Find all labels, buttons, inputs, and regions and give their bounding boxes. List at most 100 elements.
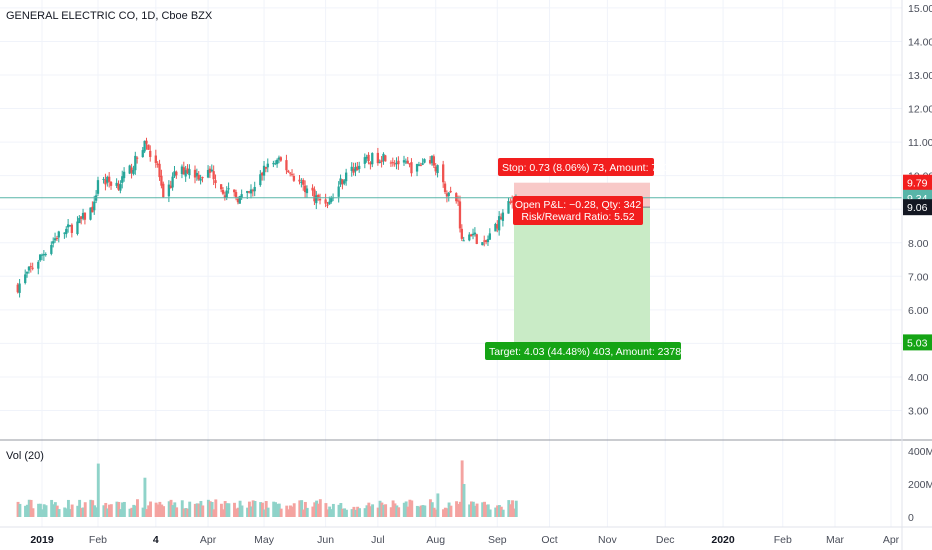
target-price-tag: 5.03 [903, 334, 932, 351]
entry-price-tag-bg [903, 199, 932, 216]
candle-body [240, 194, 243, 198]
stop-price-tag-bg [903, 174, 932, 191]
candle-body [219, 184, 223, 190]
volume-bar [481, 502, 485, 517]
price-tick-label: 7.00 [908, 271, 929, 283]
stop-label-text: Stop: 0.73 (8.06%) 73, Amount: 750.34 [502, 162, 684, 174]
volume-bar [156, 504, 160, 517]
candle-body [91, 206, 94, 213]
candle-body [290, 174, 294, 176]
candle-body [475, 234, 478, 244]
candle-body [460, 228, 463, 239]
volume-bar [458, 501, 462, 517]
candle-body [193, 169, 197, 178]
volume-bar [511, 500, 514, 517]
candle-body [507, 201, 510, 214]
candle-body [233, 189, 236, 193]
candle-body [130, 167, 133, 173]
volume-bar [279, 508, 283, 517]
candle-body [473, 232, 477, 235]
candle-body [121, 176, 124, 183]
volume-bar [219, 503, 223, 517]
volume-bar [305, 507, 309, 517]
candle-body [115, 182, 118, 186]
candle-body [384, 155, 387, 162]
candle-body [445, 193, 449, 197]
volume-bar [318, 499, 322, 517]
candle-body [134, 155, 137, 171]
time-tick-label: 2020 [711, 534, 735, 546]
candle-body [417, 164, 421, 166]
candle-body [65, 228, 68, 235]
candle-body [292, 176, 296, 181]
volume-bar [462, 484, 466, 517]
candle-body [428, 160, 432, 164]
volume-bar [167, 501, 171, 517]
candle-body [57, 231, 60, 238]
volume-bar [274, 502, 277, 517]
candle-body [367, 154, 370, 161]
volume-bar [29, 499, 33, 517]
entry-price-tag-text: 9.06 [907, 202, 928, 214]
time-tick-label: 2019 [30, 534, 54, 546]
volume-bar [421, 505, 425, 517]
volume-bar [315, 500, 319, 517]
volume-bar [147, 505, 151, 517]
volume-bar [121, 502, 124, 517]
volume-bar [404, 501, 408, 517]
volume-bar [337, 504, 341, 517]
stop-label[interactable]: Stop: 0.73 (8.06%) 73, Amount: 750.34 [498, 158, 684, 176]
volume-bar [352, 506, 356, 517]
time-axis[interactable]: 2019 Feb 4 Apr May Jun Jul Aug Sep Oct Nov Dec 2020 F… [30, 534, 899, 546]
volume-bar [371, 504, 375, 517]
target-label[interactable]: Target: 4.03 (44.48%) 403, Amount: 2378.… [485, 342, 696, 360]
candle-body [432, 156, 435, 166]
volume-bar [395, 505, 399, 517]
volume-bar [173, 502, 177, 517]
volume-label: Vol (20) [6, 450, 44, 462]
volume-bar [326, 509, 330, 517]
pnl-label-bg [513, 196, 643, 225]
candle-body [214, 180, 217, 184]
price-tick-label: 4.00 [908, 372, 929, 384]
candle-body [264, 167, 268, 169]
volume-bar [24, 505, 27, 517]
pnl-label[interactable]: Open P&L: −0.28, Qty: 342 Risk/Reward Ra… [513, 196, 643, 225]
volume-bar [272, 501, 276, 517]
vol-tick-0: 0 [908, 512, 914, 524]
volume-bar [66, 499, 70, 517]
volume-bar [292, 503, 296, 517]
volume-bar [324, 503, 328, 517]
volume-bar [175, 507, 179, 517]
vol-tick-400m: 400M [908, 446, 932, 458]
candle-body [415, 164, 419, 172]
candle-body [154, 155, 157, 163]
volume-bar [227, 503, 231, 517]
candle-body [42, 254, 46, 256]
volume-bar [436, 493, 440, 517]
candle-body [494, 224, 497, 232]
volume-bar [57, 509, 61, 517]
volume-bar [287, 509, 291, 517]
volume-bar [486, 504, 490, 517]
candle-body [96, 180, 100, 194]
candle-body [356, 166, 359, 171]
volume-bar [186, 508, 190, 517]
candle-body [184, 170, 187, 177]
price-tick-label: 14.00 [908, 36, 932, 48]
candle-body [378, 162, 381, 164]
candle-body [488, 233, 491, 240]
candle-body [470, 234, 473, 237]
candle-body [303, 185, 307, 193]
candle-body [197, 174, 200, 180]
candle-body [447, 192, 450, 196]
volume-bar [300, 500, 304, 517]
candle-body [421, 163, 424, 165]
volume-bar [339, 503, 343, 517]
volume-bar [108, 504, 111, 517]
candle-body [27, 266, 31, 271]
candle-body [486, 239, 490, 243]
volume-bar [358, 508, 361, 517]
volume-bar [302, 509, 305, 517]
volume-bar [354, 509, 358, 517]
